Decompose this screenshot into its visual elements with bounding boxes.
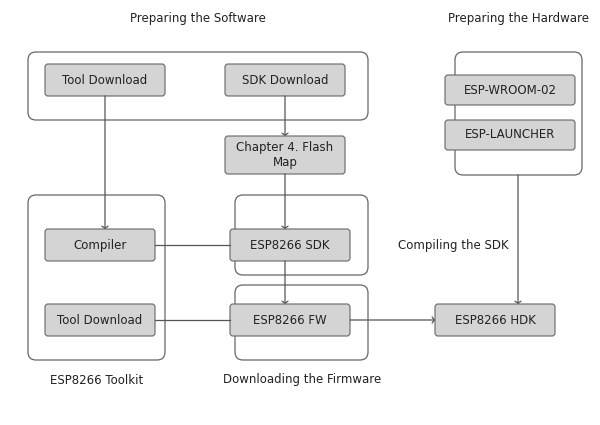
- Text: Chapter 4. Flash
Map: Chapter 4. Flash Map: [236, 141, 334, 169]
- FancyBboxPatch shape: [445, 75, 575, 105]
- FancyBboxPatch shape: [445, 120, 575, 150]
- FancyBboxPatch shape: [45, 304, 155, 336]
- Text: SDK Download: SDK Download: [242, 74, 328, 87]
- FancyBboxPatch shape: [225, 64, 345, 96]
- FancyBboxPatch shape: [230, 229, 350, 261]
- FancyBboxPatch shape: [45, 229, 155, 261]
- FancyBboxPatch shape: [230, 304, 350, 336]
- Text: ESP-WROOM-02: ESP-WROOM-02: [464, 83, 557, 96]
- FancyBboxPatch shape: [225, 136, 345, 174]
- Text: Tool Download: Tool Download: [58, 314, 143, 326]
- Text: Preparing the Hardware: Preparing the Hardware: [448, 11, 589, 25]
- Text: Downloading the Firmware: Downloading the Firmware: [223, 374, 381, 386]
- FancyBboxPatch shape: [435, 304, 555, 336]
- FancyBboxPatch shape: [45, 64, 165, 96]
- Text: ESP8266 Toolkit: ESP8266 Toolkit: [50, 374, 143, 386]
- Text: ESP8266 FW: ESP8266 FW: [253, 314, 327, 326]
- Text: ESP-LAUNCHER: ESP-LAUNCHER: [465, 128, 555, 142]
- Text: Compiler: Compiler: [73, 238, 127, 252]
- Text: Preparing the Software: Preparing the Software: [130, 11, 266, 25]
- Text: ESP8266 HDK: ESP8266 HDK: [455, 314, 535, 326]
- Text: Tool Download: Tool Download: [62, 74, 148, 87]
- Text: ESP8266 SDK: ESP8266 SDK: [250, 238, 330, 252]
- Text: Compiling the SDK: Compiling the SDK: [398, 238, 509, 252]
